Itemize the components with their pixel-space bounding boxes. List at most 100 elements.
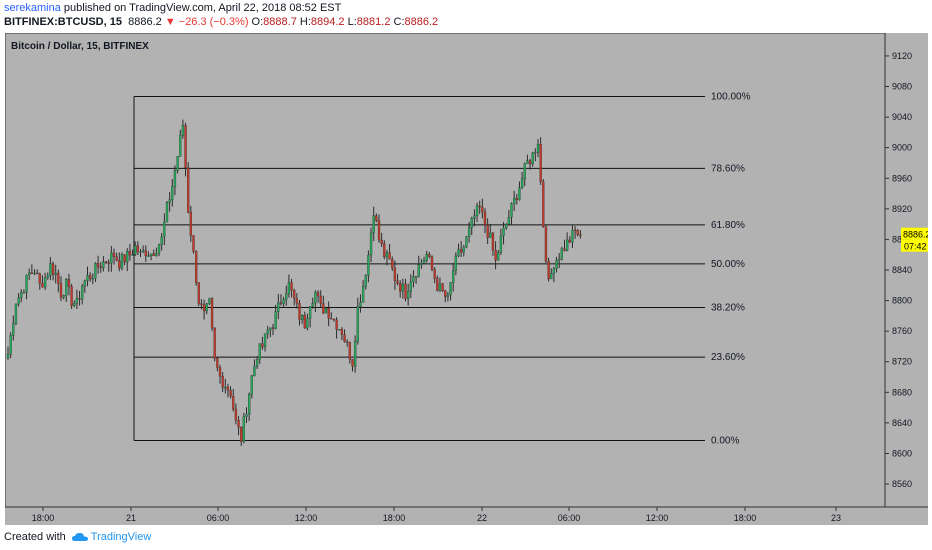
- candle-body: [89, 275, 92, 279]
- author-link[interactable]: serekamina: [4, 2, 61, 14]
- candle-body: [568, 239, 571, 243]
- candle-body: [165, 202, 169, 223]
- price-change: −26.3 (−0.3%): [178, 16, 249, 28]
- candle-body: [181, 125, 185, 136]
- tradingview-brand[interactable]: TradingView: [90, 531, 152, 543]
- candle-body: [25, 274, 28, 293]
- low-label: L:: [347, 16, 357, 28]
- candle-body: [168, 199, 171, 203]
- candle-body: [348, 342, 352, 360]
- candle-body: [573, 229, 577, 232]
- price-axis[interactable]: 9120908090409000896089208880884088008760…: [885, 51, 912, 489]
- candle-body: [247, 394, 251, 415]
- candle-body: [547, 261, 550, 280]
- price-chart[interactable]: Bitcoin / Dollar, 15, BITFINEX 100.00% 78…: [4, 32, 931, 525]
- candle-body: [510, 203, 513, 218]
- x-tick-label: 18:00: [32, 513, 55, 523]
- x-tick-label: 06:00: [558, 513, 581, 523]
- candle-body: [237, 420, 240, 428]
- candle-body: [65, 279, 68, 296]
- time-axis[interactable]: 18:00 21 06:00 12:00 18:00 22 06:00 12:00 18:00 2…: [32, 507, 841, 523]
- candle-body: [271, 327, 275, 329]
- candle-body: [526, 160, 529, 165]
- candle-body: [43, 277, 47, 288]
- candle-body: [327, 308, 330, 319]
- candle-body: [438, 283, 442, 291]
- candle-body: [571, 229, 574, 243]
- y-tick-label: 8720: [892, 357, 912, 367]
- chart-frame[interactable]: Bitcoin / Dollar, 15, BITFINEX 100.00% 78…: [4, 32, 931, 525]
- candle-body: [444, 290, 447, 297]
- candle-body: [481, 206, 484, 213]
- candle-body: [234, 408, 238, 421]
- fib-level-label: 0.00%: [711, 435, 739, 446]
- candle-body: [361, 286, 365, 303]
- candle-body: [314, 292, 317, 304]
- y-tick-label: 8960: [892, 173, 912, 183]
- candle-body: [139, 250, 142, 253]
- candle-body: [470, 218, 473, 228]
- candle-body: [441, 283, 444, 291]
- countdown-tag: [901, 239, 928, 252]
- candle-body: [279, 302, 283, 304]
- candle-body: [475, 205, 479, 217]
- candle-body: [385, 252, 389, 258]
- candle-body: [295, 298, 299, 304]
- last-price-tag-text: 8886.2: [903, 230, 928, 240]
- candle-body: [200, 303, 203, 305]
- published-text: published on TradingView.com, April 22, …: [60, 2, 342, 14]
- candle-body: [396, 280, 399, 284]
- candle-body: [290, 282, 293, 291]
- candle-body: [332, 318, 336, 321]
- candle-body: [391, 259, 394, 269]
- plot-area[interactable]: [4, 32, 886, 508]
- last-price-tag: [901, 227, 928, 240]
- y-tick-label: 8600: [892, 448, 912, 458]
- candle-body: [218, 367, 222, 377]
- fib-level-label: 23.60%: [711, 352, 745, 363]
- candle-body: [399, 283, 402, 292]
- candle-body: [232, 396, 235, 410]
- candle-body: [112, 252, 116, 257]
- y-tick-label: 8800: [892, 296, 912, 306]
- x-tick-label: 06:00: [207, 513, 230, 523]
- candle-body: [406, 291, 410, 299]
- y-tick-label: 9000: [892, 143, 912, 153]
- x-tick-label: 12:00: [646, 513, 669, 523]
- candle-body: [388, 252, 391, 260]
- candle-body: [163, 221, 166, 238]
- created-with-text: Created with: [4, 531, 66, 543]
- candle-body: [255, 359, 259, 367]
- fibonacci-retracement[interactable]: 100.00% 78.60% 61.80% 50.00% 38.20% 23.60% 0.0…: [133, 91, 751, 446]
- candle-body: [157, 244, 161, 254]
- candle-body: [118, 260, 121, 269]
- candle-body: [184, 125, 187, 168]
- candle-body: [73, 303, 76, 306]
- candle-body: [486, 224, 489, 238]
- candle-body: [126, 251, 129, 263]
- candle-body: [401, 283, 405, 292]
- y-tick-label: 8680: [892, 387, 912, 397]
- symbol-info: BITFINEX:BTCUSD, 15 8886.2 ▼ −26.3 (−0.3…: [4, 16, 438, 28]
- candle-body: [136, 245, 140, 253]
- candle-body: [579, 234, 582, 236]
- chart-title: Bitcoin / Dollar, 15, BITFINEX: [11, 41, 149, 52]
- candle-body: [505, 223, 508, 229]
- candle-body: [380, 239, 383, 244]
- candle-body: [81, 286, 84, 300]
- candle-body: [375, 215, 378, 221]
- tradingview-cloud-icon[interactable]: [71, 532, 88, 542]
- candle-body: [293, 290, 296, 299]
- y-tick-label: 8840: [892, 265, 912, 275]
- low-value: 8881.2: [356, 16, 391, 28]
- candle-body: [452, 270, 455, 283]
- candle-body: [104, 261, 108, 263]
- x-tick-label: 12:00: [295, 513, 318, 523]
- candle-body: [102, 261, 105, 269]
- candle-body: [274, 311, 277, 329]
- candle-body: [338, 329, 341, 331]
- x-tick-label: 18:00: [734, 513, 757, 523]
- y-tick-label: 8560: [892, 479, 912, 489]
- candle-body: [258, 343, 261, 360]
- candle-body: [17, 297, 20, 305]
